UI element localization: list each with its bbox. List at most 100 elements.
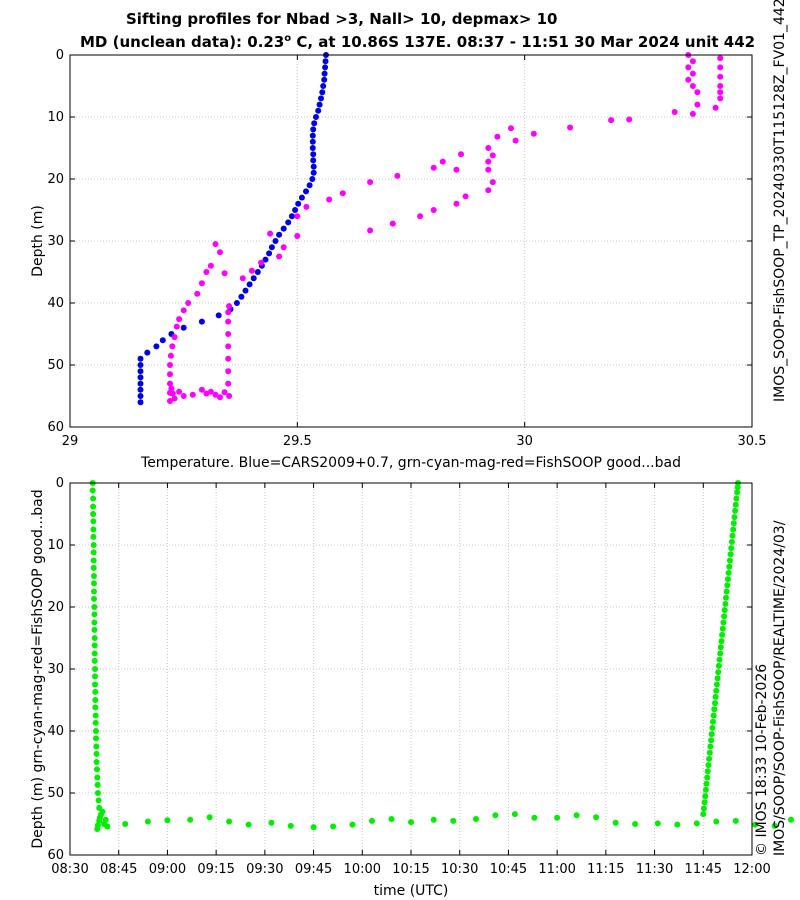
temperature-profile-point (176, 388, 183, 395)
depth-time-point (593, 814, 600, 821)
depth-time-point (554, 814, 561, 821)
depth-time-point (473, 816, 479, 822)
depth-time-point (91, 604, 98, 610)
depth-time-point (713, 687, 720, 694)
temperature-profile-point (685, 76, 692, 83)
depth-time-point (732, 817, 739, 824)
depth-time-point (91, 635, 98, 641)
directory-path-label: IMOS/SOOP/SOOP-FishSOOP/REALTIME/2024/03… (772, 520, 788, 856)
temperature-profile-point (717, 55, 724, 62)
title-line2-prefix: MD (unclean data): 0.23 (80, 33, 285, 51)
depth-time-point (730, 526, 737, 533)
temperature-profile-point (180, 307, 187, 314)
depth-time-x-tick-label: 09:15 (197, 862, 234, 877)
temperature-profile-point (318, 95, 324, 102)
temperature-profile-point (339, 190, 346, 197)
depth-time-point (725, 569, 732, 576)
depth-time-x-tick-label: 11:45 (685, 862, 722, 877)
temperature-profile-point (367, 227, 374, 234)
depth-time-point (90, 533, 97, 540)
depth-time-point (92, 712, 99, 719)
temperature-profile-point (311, 120, 318, 127)
temperature-profile-point (494, 133, 501, 140)
timestamp-label: © IMOS 18:33 10-Feb-2026 (754, 663, 770, 856)
depth-time-point (726, 557, 733, 564)
depth-time-point (91, 619, 98, 626)
depth-time-point (711, 706, 718, 713)
chart-title-line2: MD (unclean data): 0.23o C, at 10.86S 13… (80, 33, 755, 51)
temperature-profile-y-tick-label: 30 (47, 234, 64, 249)
depth-time-point (91, 642, 98, 649)
temperature-profile-point (285, 219, 292, 226)
temperature-profile-point (276, 231, 283, 238)
temperature-profile-point (689, 110, 696, 117)
depth-time-point (90, 511, 97, 517)
depth-time-point (707, 743, 714, 750)
temperature-profile-point (137, 362, 144, 368)
depth-time-point (92, 704, 99, 711)
depth-time-point (632, 821, 639, 827)
temperature-profile-point (137, 399, 144, 406)
chart-title-line1: Sifting profiles for Nbad >3, Nall> 10, … (126, 10, 558, 28)
depth-time-point (91, 626, 98, 633)
temperature-profile-point (626, 116, 633, 123)
depth-time-point (701, 799, 708, 806)
temperature-profile-point (180, 324, 187, 331)
temperature-profile-point (250, 275, 257, 282)
temperature-profile-point (309, 145, 316, 151)
temperature-profile-point (313, 114, 319, 120)
temperature-profile-point (685, 64, 692, 71)
depth-time-point (91, 573, 97, 579)
depth-time-point (91, 588, 97, 595)
depth-time-point (702, 793, 709, 800)
temperature-profile-point (717, 89, 724, 96)
depth-time-point (700, 805, 707, 812)
temperature-profile-point (198, 386, 205, 393)
depth-time-point (702, 786, 709, 793)
depth-time-point (94, 826, 101, 832)
depth-time-x-tick-label: 09:30 (246, 862, 283, 877)
temperature-profile-point (233, 300, 240, 306)
depth-time-point (719, 631, 726, 638)
temperature-profile-point (316, 101, 323, 108)
depth-time-point (706, 749, 713, 756)
depth-time-point (92, 666, 98, 672)
depth-time-point (91, 611, 98, 618)
depth-time-point (91, 657, 98, 664)
temperature-profile-y-tick-label: 50 (47, 358, 64, 373)
temperature-profile-point (717, 83, 724, 89)
temperature-profile-y-tick-label: 20 (47, 172, 64, 187)
temperature-profile-point (367, 179, 374, 186)
temperature-profile-point (280, 225, 287, 232)
temperature-profile-point (167, 371, 173, 378)
depth-time-point (713, 818, 720, 825)
temperature-profile-point (309, 176, 316, 182)
depth-time-point (710, 712, 717, 719)
temperature-profile-point (712, 104, 719, 111)
temperature-profile-point (389, 220, 396, 227)
temperature-profile-point (194, 290, 201, 297)
temperature-profile-point (189, 391, 196, 398)
temperature-profile-point (144, 349, 151, 356)
depth-time-point (94, 766, 100, 773)
depth-time-point (700, 811, 707, 818)
temperature-profile-point (485, 158, 492, 165)
depth-time-point (287, 822, 294, 829)
depth-time-point (96, 814, 103, 821)
temperature-profile-point (207, 388, 214, 395)
temperature-profile-point (326, 196, 333, 203)
depth-time-point (104, 823, 111, 830)
temperature-profile-point (267, 230, 274, 237)
depth-time-point (89, 487, 96, 494)
temperature-profile-point (717, 64, 724, 71)
depth-time-point (90, 526, 97, 533)
temperature-profile-point (489, 179, 496, 186)
depth-time-y-tick-label: 10 (47, 538, 64, 553)
depth-time-y-tick-label: 40 (47, 724, 64, 739)
temperature-profile-point (266, 250, 273, 257)
temperature-profile-point (242, 287, 249, 294)
temperature-profile-point (167, 362, 173, 368)
temperature-profile-x-tick-label: 29 (62, 434, 79, 449)
temperature-profile-point (248, 267, 255, 274)
temperature-profile-point (485, 187, 492, 194)
